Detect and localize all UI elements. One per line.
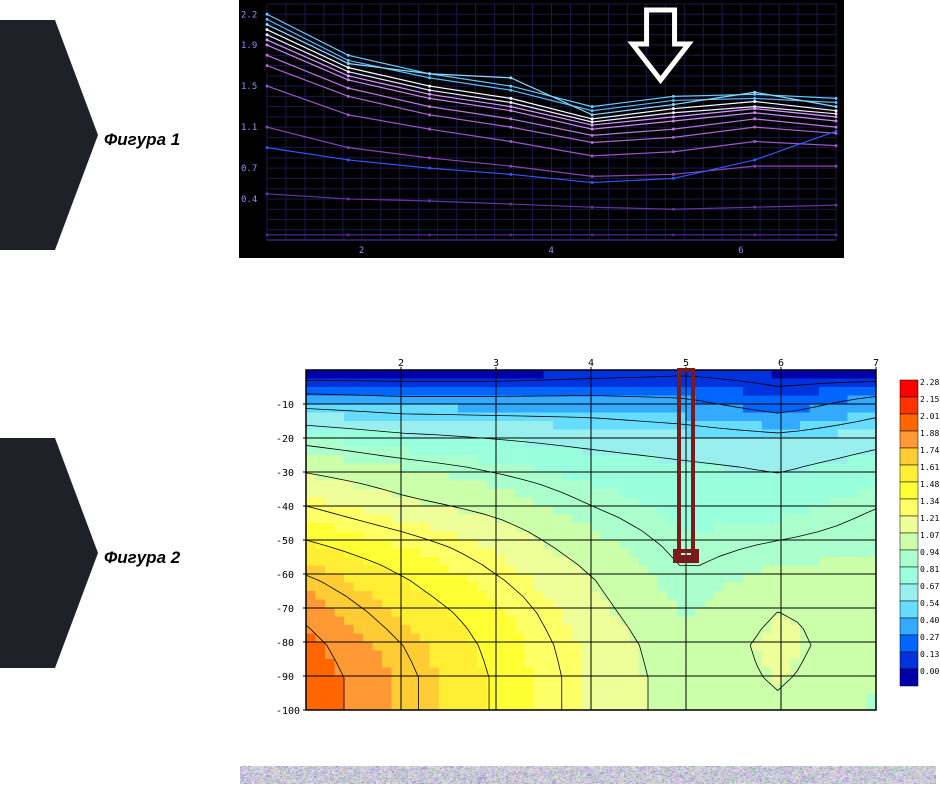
svg-text:1.21: 1.21 xyxy=(920,514,939,523)
svg-text:0.7: 0.7 xyxy=(241,164,257,174)
svg-text:-20: -20 xyxy=(276,434,294,445)
svg-text:1.88: 1.88 xyxy=(920,429,939,438)
svg-text:0.81: 0.81 xyxy=(920,565,939,574)
svg-text:-10: -10 xyxy=(276,400,294,411)
fig1-line-chart: 2.2 1.9 1.5 1.1 0.7 0.4 2 4 6 xyxy=(239,0,844,258)
svg-text:1.61: 1.61 xyxy=(920,463,939,472)
svg-text:1.74: 1.74 xyxy=(920,446,939,455)
svg-text:1.1: 1.1 xyxy=(241,123,257,133)
svg-text:2.2: 2.2 xyxy=(241,10,257,20)
pentagon-shape-2 xyxy=(0,438,100,668)
svg-text:1.34: 1.34 xyxy=(920,497,939,506)
svg-text:6: 6 xyxy=(738,246,743,256)
svg-text:-80: -80 xyxy=(276,638,294,649)
svg-text:2: 2 xyxy=(359,246,364,256)
pentagon-shape-1 xyxy=(0,20,100,250)
svg-text:-40: -40 xyxy=(276,502,294,513)
pentagon-marker-2 xyxy=(0,438,100,668)
svg-text:0.40: 0.40 xyxy=(920,616,939,625)
svg-text:-70: -70 xyxy=(276,604,294,615)
svg-text:-50: -50 xyxy=(276,536,294,547)
fig2-svg: 234567-10-20-30-40-50-60-70-80-90-1002.2… xyxy=(240,352,940,732)
svg-text:4: 4 xyxy=(549,246,554,256)
svg-text:0.27: 0.27 xyxy=(920,633,939,642)
svg-text:2.15: 2.15 xyxy=(920,395,939,404)
svg-text:0.54: 0.54 xyxy=(920,599,939,608)
pentagon-marker-1 xyxy=(0,20,100,250)
noise-strip xyxy=(240,766,936,784)
svg-text:-90: -90 xyxy=(276,672,294,683)
svg-text:1.9: 1.9 xyxy=(241,41,257,51)
fig2-contour-map: 234567-10-20-30-40-50-60-70-80-90-1002.2… xyxy=(240,352,940,732)
fig1-label: Фигура 1 xyxy=(104,130,180,150)
svg-text:0.94: 0.94 xyxy=(920,548,939,557)
svg-text:1.07: 1.07 xyxy=(920,531,939,540)
svg-text:0.13: 0.13 xyxy=(920,650,939,659)
svg-text:0.00: 0.00 xyxy=(920,667,939,676)
fig2-label: Фигура 2 xyxy=(104,548,180,568)
svg-text:1.5: 1.5 xyxy=(241,82,257,92)
svg-text:-60: -60 xyxy=(276,570,294,581)
svg-text:0.67: 0.67 xyxy=(920,582,939,591)
svg-text:-100: -100 xyxy=(276,706,300,717)
svg-text:1.48: 1.48 xyxy=(920,480,939,489)
svg-text:2.28: 2.28 xyxy=(920,378,939,387)
fig1-svg: 2.2 1.9 1.5 1.1 0.7 0.4 2 4 6 xyxy=(239,0,844,258)
svg-text:2.01: 2.01 xyxy=(920,412,939,421)
svg-text:0.4: 0.4 xyxy=(241,195,257,205)
svg-text:-30: -30 xyxy=(276,468,294,479)
